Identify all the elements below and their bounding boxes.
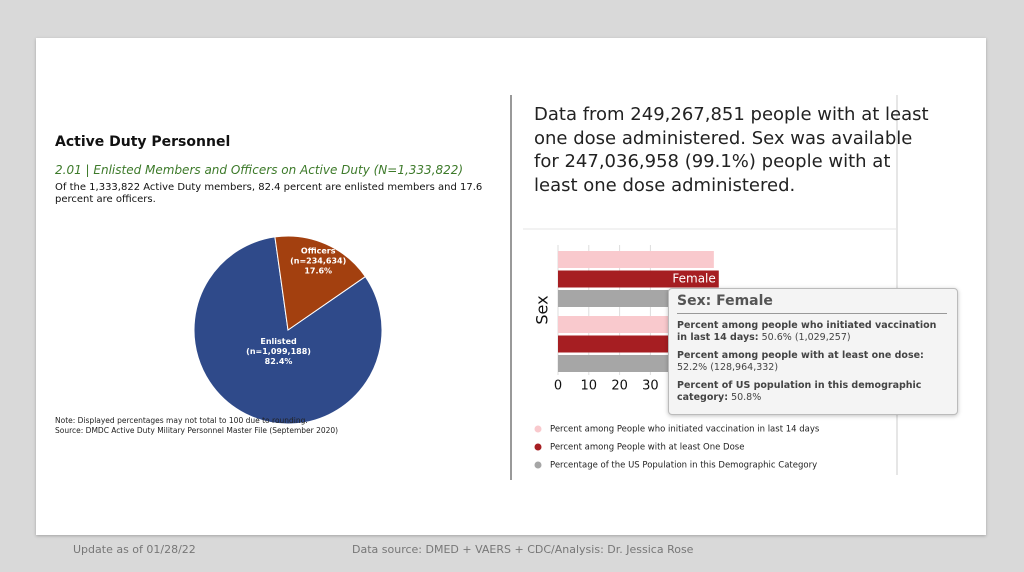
summary-line: Data from 249,267,851 people with at lea… [534, 104, 929, 125]
tooltip-label: Percent among people with at least one d… [677, 350, 924, 361]
bar [558, 251, 714, 268]
slice-count: (n=234,634) [290, 257, 346, 266]
tooltip: Sex: Female Percent among people who ini… [668, 288, 958, 415]
legend-label: Percent among People with at least One D… [550, 443, 744, 453]
legend-label: Percent among People who initiated vacci… [550, 425, 820, 435]
x-tick-label: 0 [554, 379, 562, 394]
left-description: Of the 1,333,822 Active Duty members, 82… [55, 182, 483, 205]
slice-value: 17.6% [304, 267, 332, 276]
pie-slice [274, 235, 367, 331]
y-axis-label: Sex [533, 295, 552, 324]
summary: Data from 249,267,851 people with at lea… [534, 103, 929, 198]
footer-update: Update as of 01/28/22 [73, 543, 196, 556]
left-note: Source: DMDC Active Duty Military Person… [55, 426, 339, 435]
tooltip-item: Percent among people with at least one d… [677, 350, 947, 374]
slice-count: (n=1,099,188) [246, 347, 311, 356]
category-label: Female [672, 272, 715, 286]
tooltip-item: Percent of US population in this demogra… [677, 380, 947, 404]
slice-label: Enlisted [260, 337, 297, 346]
slice-value: 82.4% [265, 357, 293, 366]
legend-swatch [534, 461, 542, 469]
tooltip-value: 52.2% (128,964,332) [677, 362, 779, 373]
left-subtitle: 2.01 | Enlisted Members and Officers on … [55, 163, 464, 177]
x-tick-label: 10 [581, 379, 598, 394]
x-tick-label: 20 [611, 379, 628, 394]
legend-swatch [534, 425, 542, 433]
tooltip-value: 50.6% (1,029,257) [761, 332, 851, 343]
tooltip-item: Percent among people who initiated vacci… [677, 320, 947, 344]
tooltip-value: 50.8% [731, 392, 762, 403]
summary-line: least one dose administered. [534, 175, 796, 197]
legend-swatch [534, 443, 542, 451]
summary-line: for 247,036,958 (99.1%) people with at [534, 151, 891, 173]
legend-label: Percentage of the US Population in this … [550, 461, 817, 471]
summary-line: one dose administered. Sex was available [534, 127, 913, 149]
bar [558, 270, 719, 288]
x-tick-label: 30 [642, 379, 659, 394]
left-note: Note: Displayed percentages may not tota… [55, 416, 308, 425]
left-heading: Active Duty Personnel [55, 134, 231, 150]
footer-source: Data source: DMED + VAERS + CDC/Analysis… [352, 543, 694, 556]
slice-label: Officers [301, 247, 336, 256]
tooltip-items: Percent among people who initiated vacci… [677, 320, 947, 404]
tooltip-label: Percent among people who initiated vacci… [677, 320, 937, 343]
tooltip-title: Sex: Female [677, 293, 947, 314]
tooltip-label: Percent of US population in this demogra… [677, 380, 922, 403]
